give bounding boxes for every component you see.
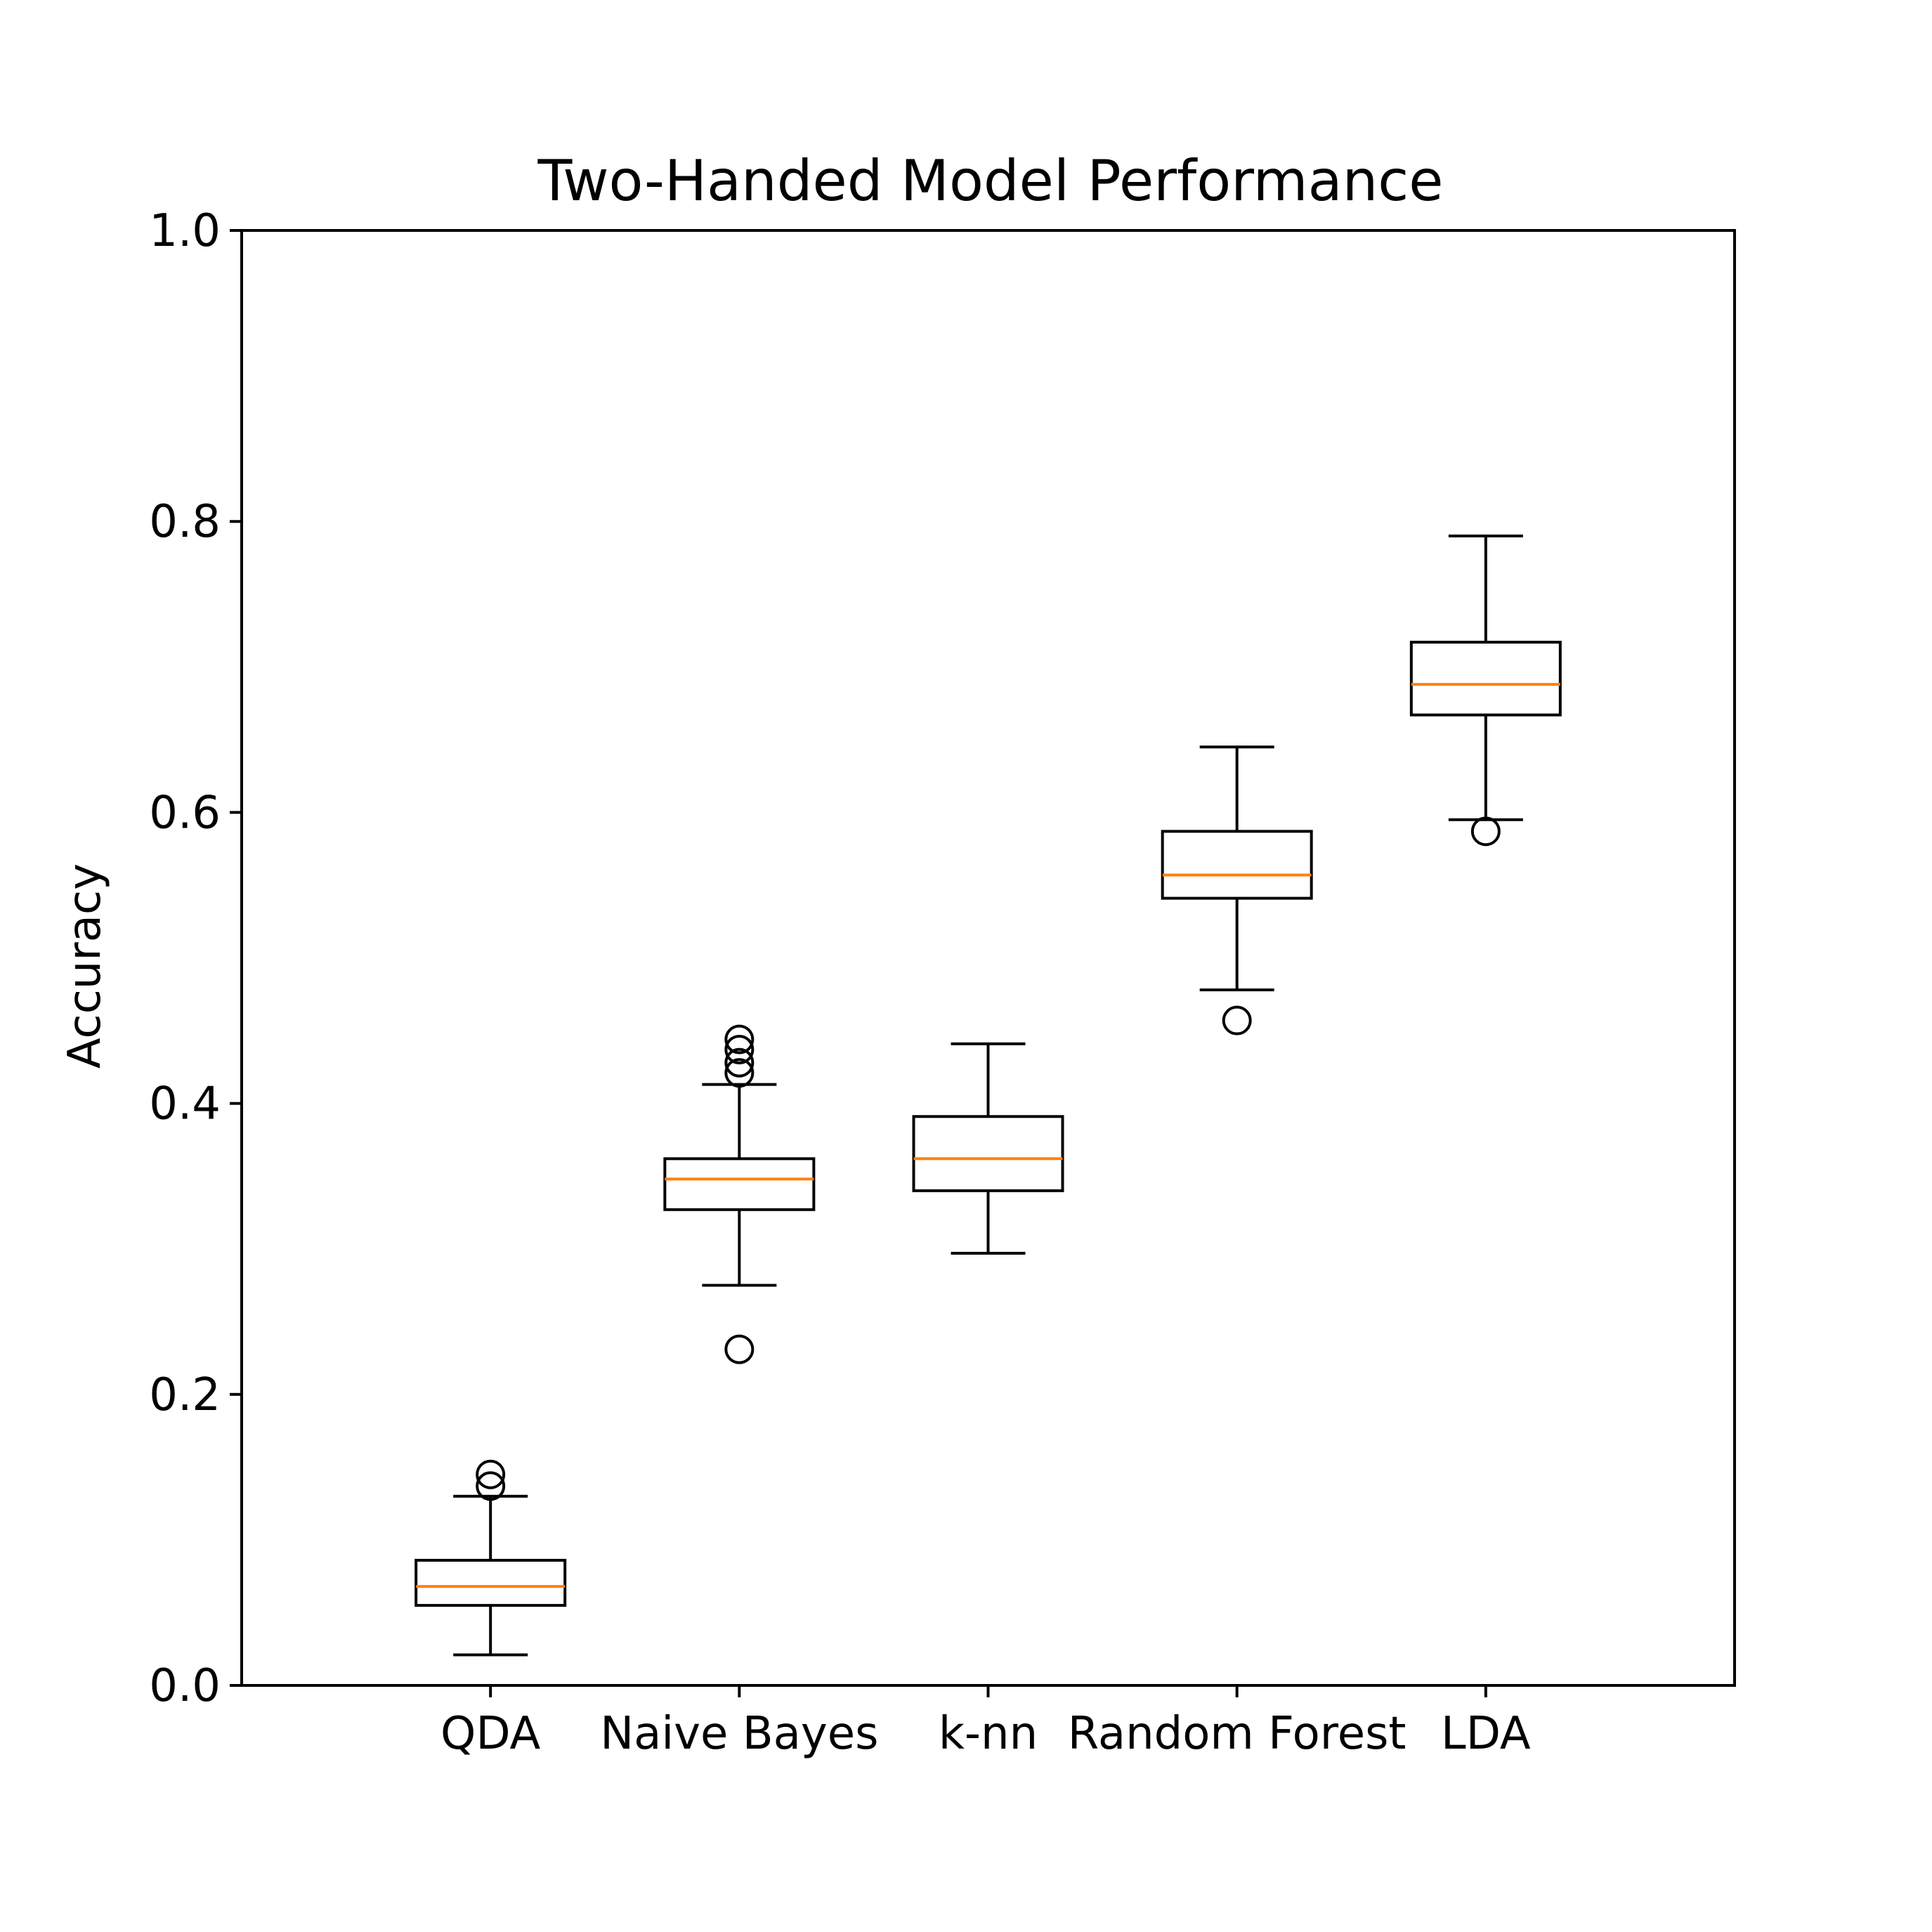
outlier-point bbox=[476, 1471, 506, 1501]
y-tick-label: 0.4 bbox=[149, 1078, 221, 1130]
y-tick-label: 0.8 bbox=[149, 496, 221, 548]
x-tick-label: QDA bbox=[440, 1708, 541, 1760]
box-iqr bbox=[912, 1115, 1064, 1192]
x-tick-label: Random Forest bbox=[1068, 1708, 1406, 1760]
y-axis-label: Accuracy bbox=[59, 863, 111, 1069]
x-tick-label: Naive Bayes bbox=[600, 1708, 878, 1760]
chart-title: Two-Handed Model Performance bbox=[537, 148, 1443, 214]
outlier-point bbox=[724, 1047, 755, 1078]
outlier-point bbox=[724, 1034, 755, 1064]
box-iqr bbox=[415, 1558, 567, 1607]
plot-area: 0.0 0.2 0.4 0.6 0.8 1.0 QDA Naive Bayes k-nn Rand… bbox=[149, 205, 1562, 1760]
box-iqr bbox=[1409, 641, 1562, 717]
outlier-point bbox=[724, 1334, 755, 1364]
box-iqr bbox=[663, 1157, 816, 1211]
outlier-point bbox=[724, 1024, 755, 1055]
plot-frame bbox=[240, 229, 1736, 1687]
y-tick-label: 1.0 bbox=[149, 205, 221, 257]
x-tick-label: LDA bbox=[1441, 1708, 1531, 1760]
outlier-point bbox=[476, 1459, 506, 1489]
y-tick-label: 0.0 bbox=[149, 1660, 221, 1712]
outlier-point bbox=[1470, 816, 1501, 847]
y-tick-label: 0.2 bbox=[149, 1369, 221, 1421]
outlier-point bbox=[1222, 1005, 1252, 1036]
box-iqr bbox=[1161, 830, 1313, 900]
outlier-point bbox=[724, 1058, 755, 1088]
x-tick-label: k-nn bbox=[939, 1708, 1038, 1760]
y-tick-label: 0.6 bbox=[149, 787, 221, 839]
